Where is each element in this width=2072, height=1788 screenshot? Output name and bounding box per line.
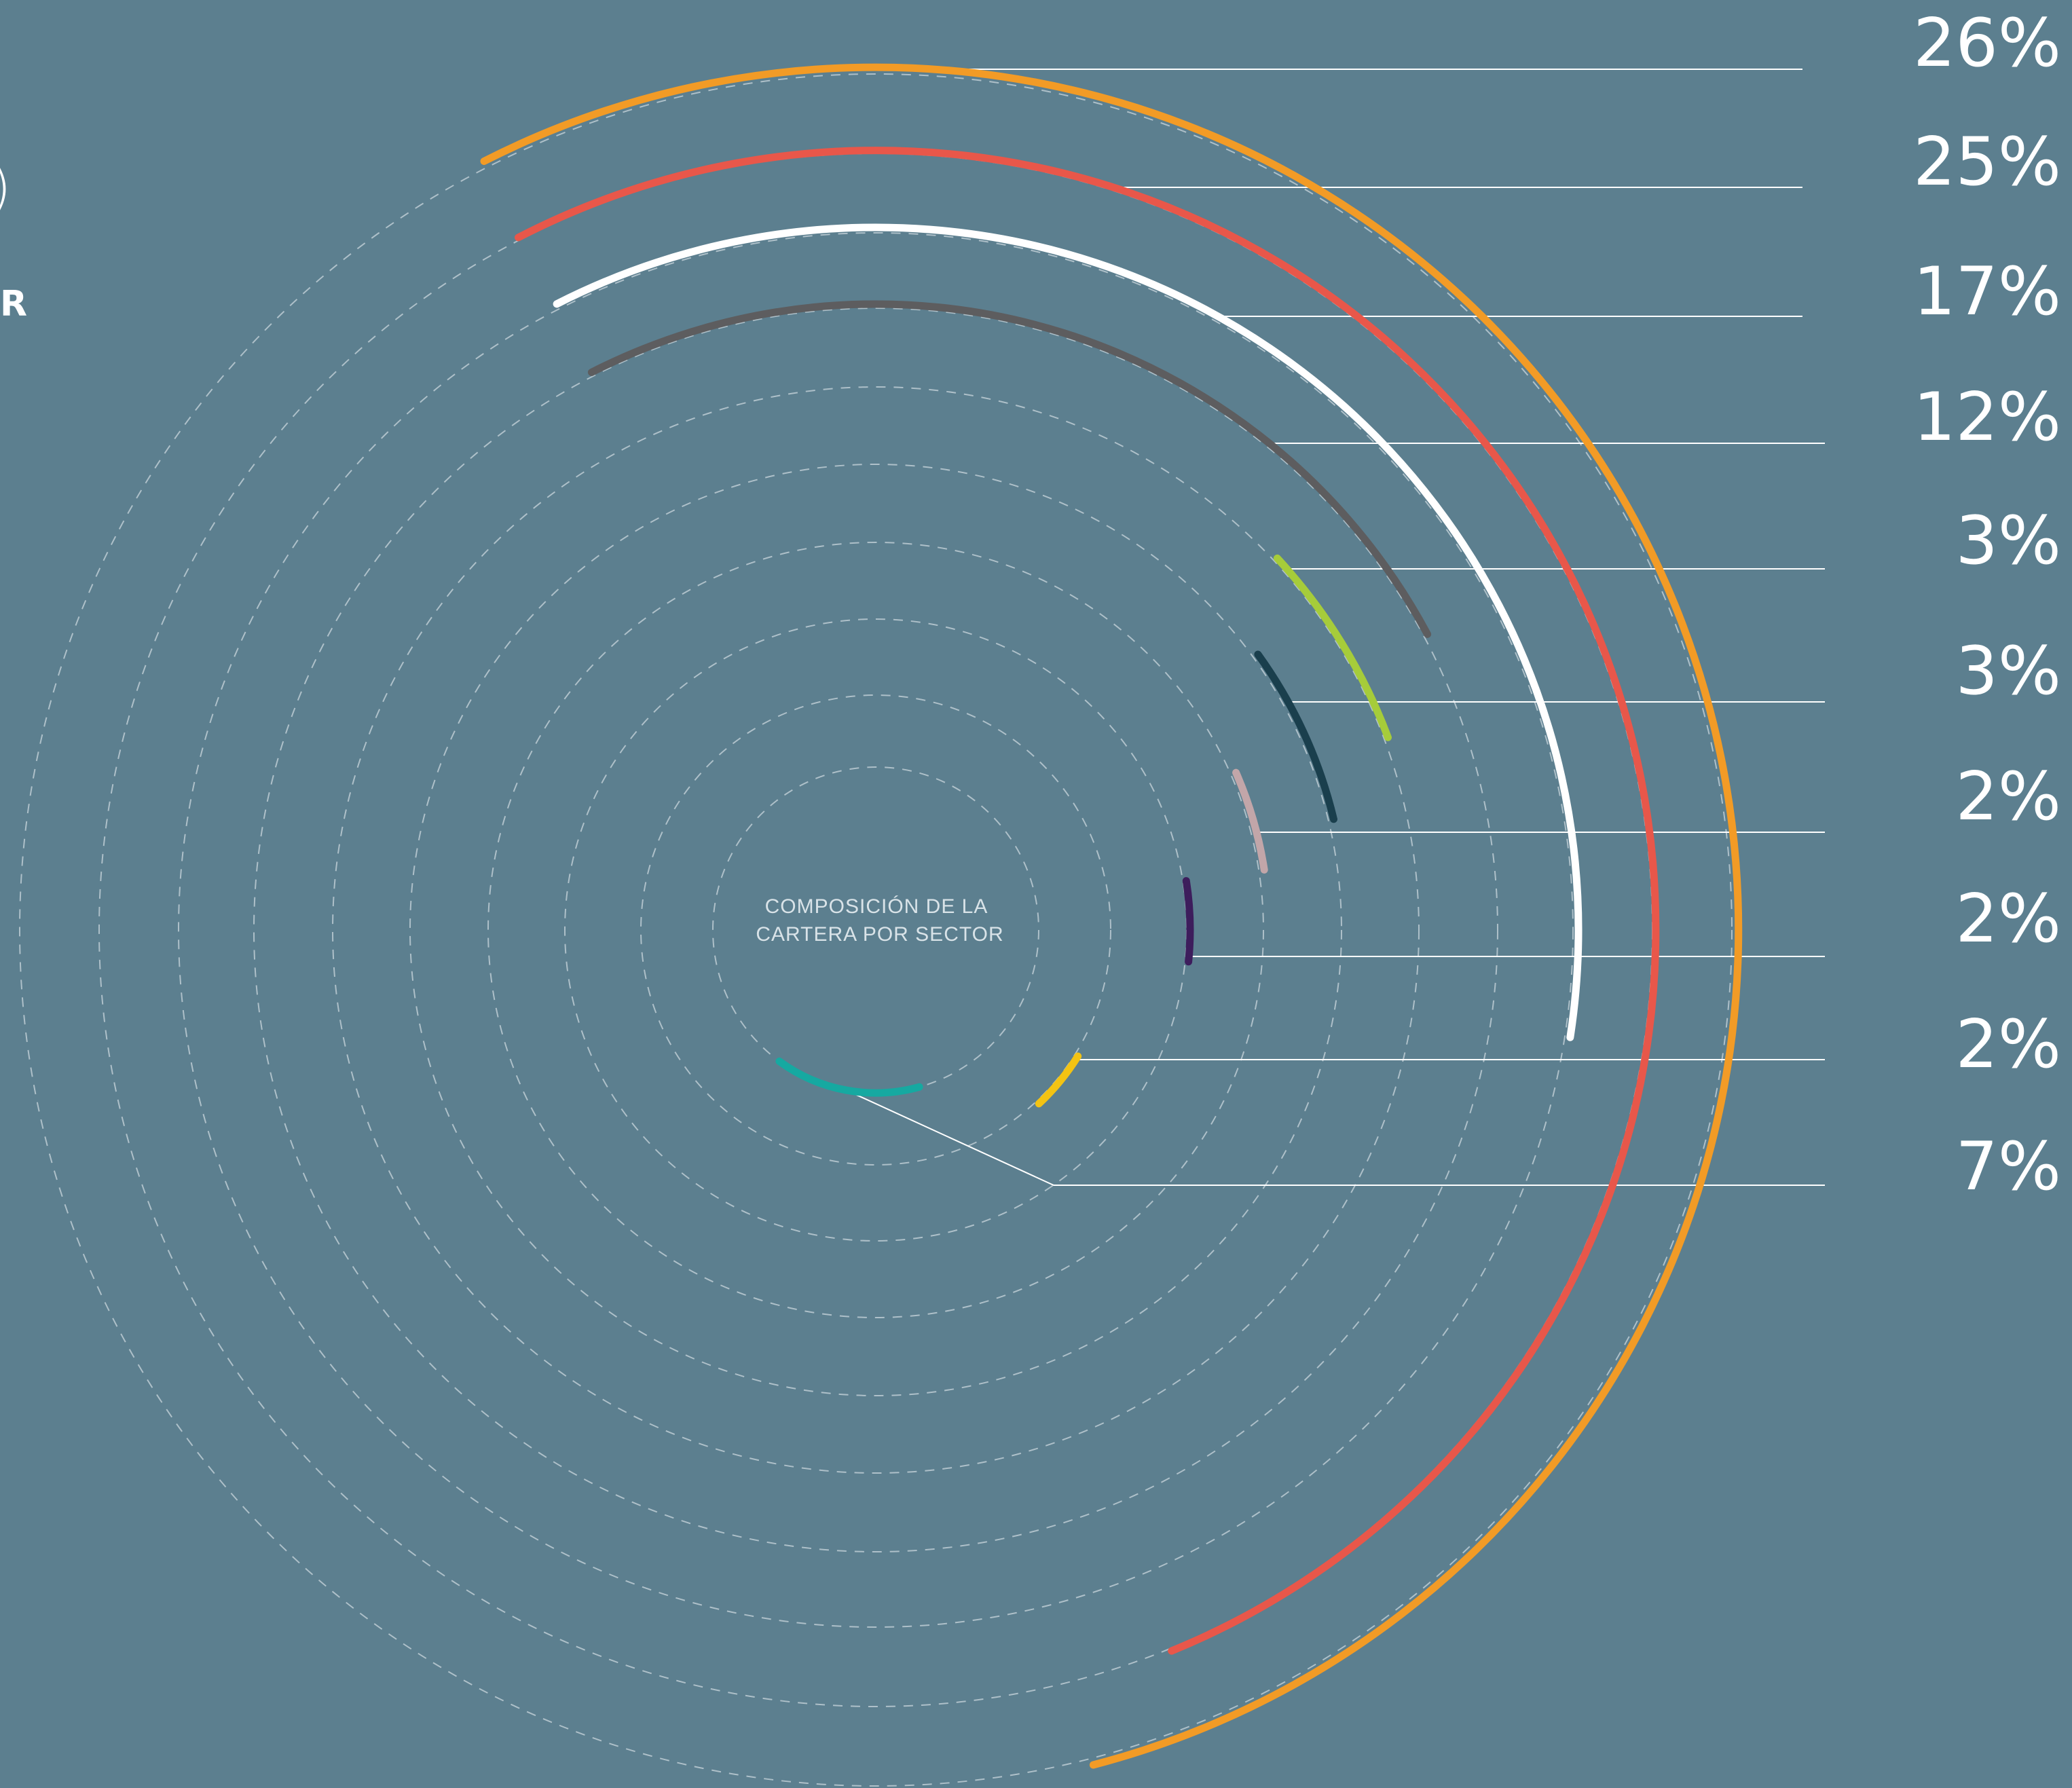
center-label-line-2: CARTERA POR SECTOR: [756, 923, 1003, 946]
clipped-heading-fragment: ): [0, 157, 11, 219]
value-label-10: 7%: [1956, 1128, 2061, 1206]
guide-ring-2: [640, 694, 1111, 1166]
data-arcs: [480, 63, 1743, 1769]
arc-series-8: [1182, 877, 1194, 966]
value-label-5: 3%: [1956, 502, 2061, 580]
arc-series-6: [1254, 650, 1337, 823]
arc-series-10: [775, 1057, 923, 1097]
guide-ring-10: [19, 73, 1733, 1787]
arc-series-5: [1273, 554, 1392, 741]
arc-series-4: [587, 300, 1432, 638]
value-label-9: 2%: [1956, 1006, 2061, 1083]
arc-series-3: [553, 223, 1583, 1041]
value-label-7: 2%: [1956, 758, 2061, 836]
value-label-1: 26%: [1913, 5, 2061, 82]
value-label-6: 3%: [1956, 633, 2061, 710]
guide-ring-8: [178, 232, 1574, 1628]
value-labels: 26% 25% 17% 12% 3% 3% 2% 2% 2% 7%: [1913, 5, 2061, 1206]
center-label-line-1: COMPOSICIÓN DE LA: [765, 895, 988, 918]
guide-ring-6: [332, 386, 1420, 1474]
guide-ring-7: [253, 308, 1498, 1552]
value-label-3: 17%: [1913, 253, 2061, 331]
leader-lines: [846, 69, 1825, 1186]
value-label-2: 25%: [1913, 124, 2061, 201]
arc-series-2: [515, 147, 1660, 1655]
guide-ring-5: [409, 464, 1342, 1396]
arc-series-7: [1232, 768, 1268, 874]
value-label-4: 12%: [1913, 379, 2061, 456]
leader-line-10: [846, 1089, 1825, 1186]
guide-ring-4: [487, 542, 1264, 1318]
arc-series-1: [480, 63, 1743, 1769]
arc-series-9: [1035, 1052, 1082, 1108]
value-label-8: 2%: [1956, 880, 2061, 958]
clipped-subheading-fragment: R: [0, 284, 28, 324]
